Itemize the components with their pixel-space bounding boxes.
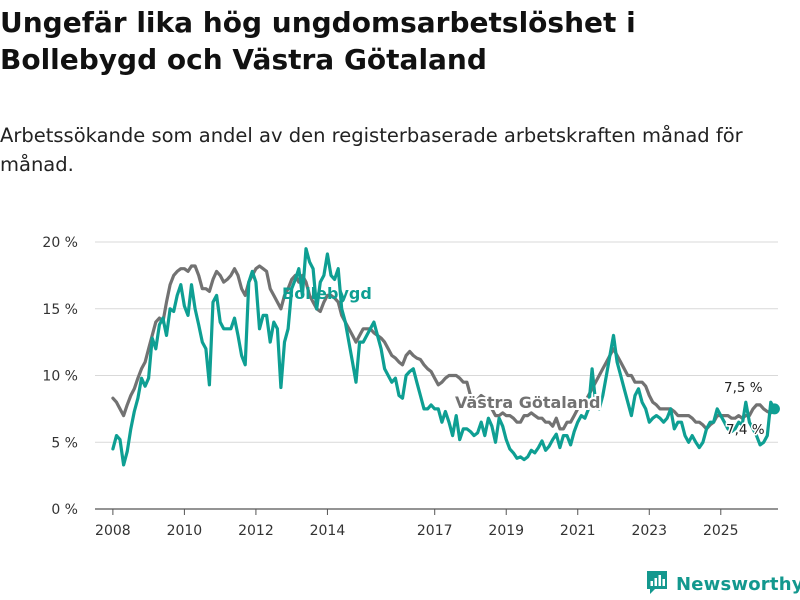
x-tick-label: 2021 (560, 523, 596, 539)
series-label-vastra-gotaland: Västra Götaland (455, 393, 600, 412)
chart-labels: Bollebygd Västra Götaland 7,5 % 7,4 % (282, 284, 766, 440)
page-title: Ungefär lika hög ungdomsarbetslöshet i B… (0, 6, 636, 76)
x-tick-label: 2025 (703, 523, 739, 539)
chart-series (111, 247, 780, 467)
x-tick-label: 2023 (631, 523, 667, 539)
x-tick-label: 2019 (488, 523, 524, 539)
end-value-label: 7,4 % (726, 422, 765, 438)
page-subtitle: Arbetssökande som andel av den registerb… (0, 124, 743, 176)
x-tick-label: 2017 (417, 523, 453, 539)
series-line-bollebygd (111, 247, 776, 467)
x-tick-label: 2014 (310, 523, 346, 539)
x-tick-label: 2012 (238, 523, 274, 539)
series-end-point (768, 403, 780, 415)
brand-logo: Newsworthy (645, 570, 800, 598)
y-tick-label: 10 % (42, 369, 78, 385)
y-axis-ticks: 0 % 5 % 10 % 15 % 20 % (42, 235, 78, 518)
chart-logo-icon (645, 569, 669, 599)
x-tick-label: 2008 (95, 523, 131, 539)
y-tick-label: 20 % (42, 235, 78, 251)
x-axis: 2008 2010 2012 2014 2017 2019 2021 2023 2025 (95, 509, 739, 539)
x-tick-label: 2010 (167, 523, 203, 539)
brand-name: Newsworthy (676, 573, 800, 595)
line-chart: 0 %5 %10 %15 %20 % 2008 2010 2012 2014 2017 2… (42, 235, 780, 539)
series-line-v-stra-g-taland (111, 264, 776, 431)
end-value-label: 7,5 % (724, 380, 763, 396)
y-tick-label: 5 % (51, 435, 78, 451)
y-tick-label: 15 % (42, 302, 78, 318)
chart-gridlines (95, 241, 778, 510)
y-tick-label: 0 % (51, 502, 78, 518)
series-label-bollebygd: Bollebygd (282, 284, 372, 303)
